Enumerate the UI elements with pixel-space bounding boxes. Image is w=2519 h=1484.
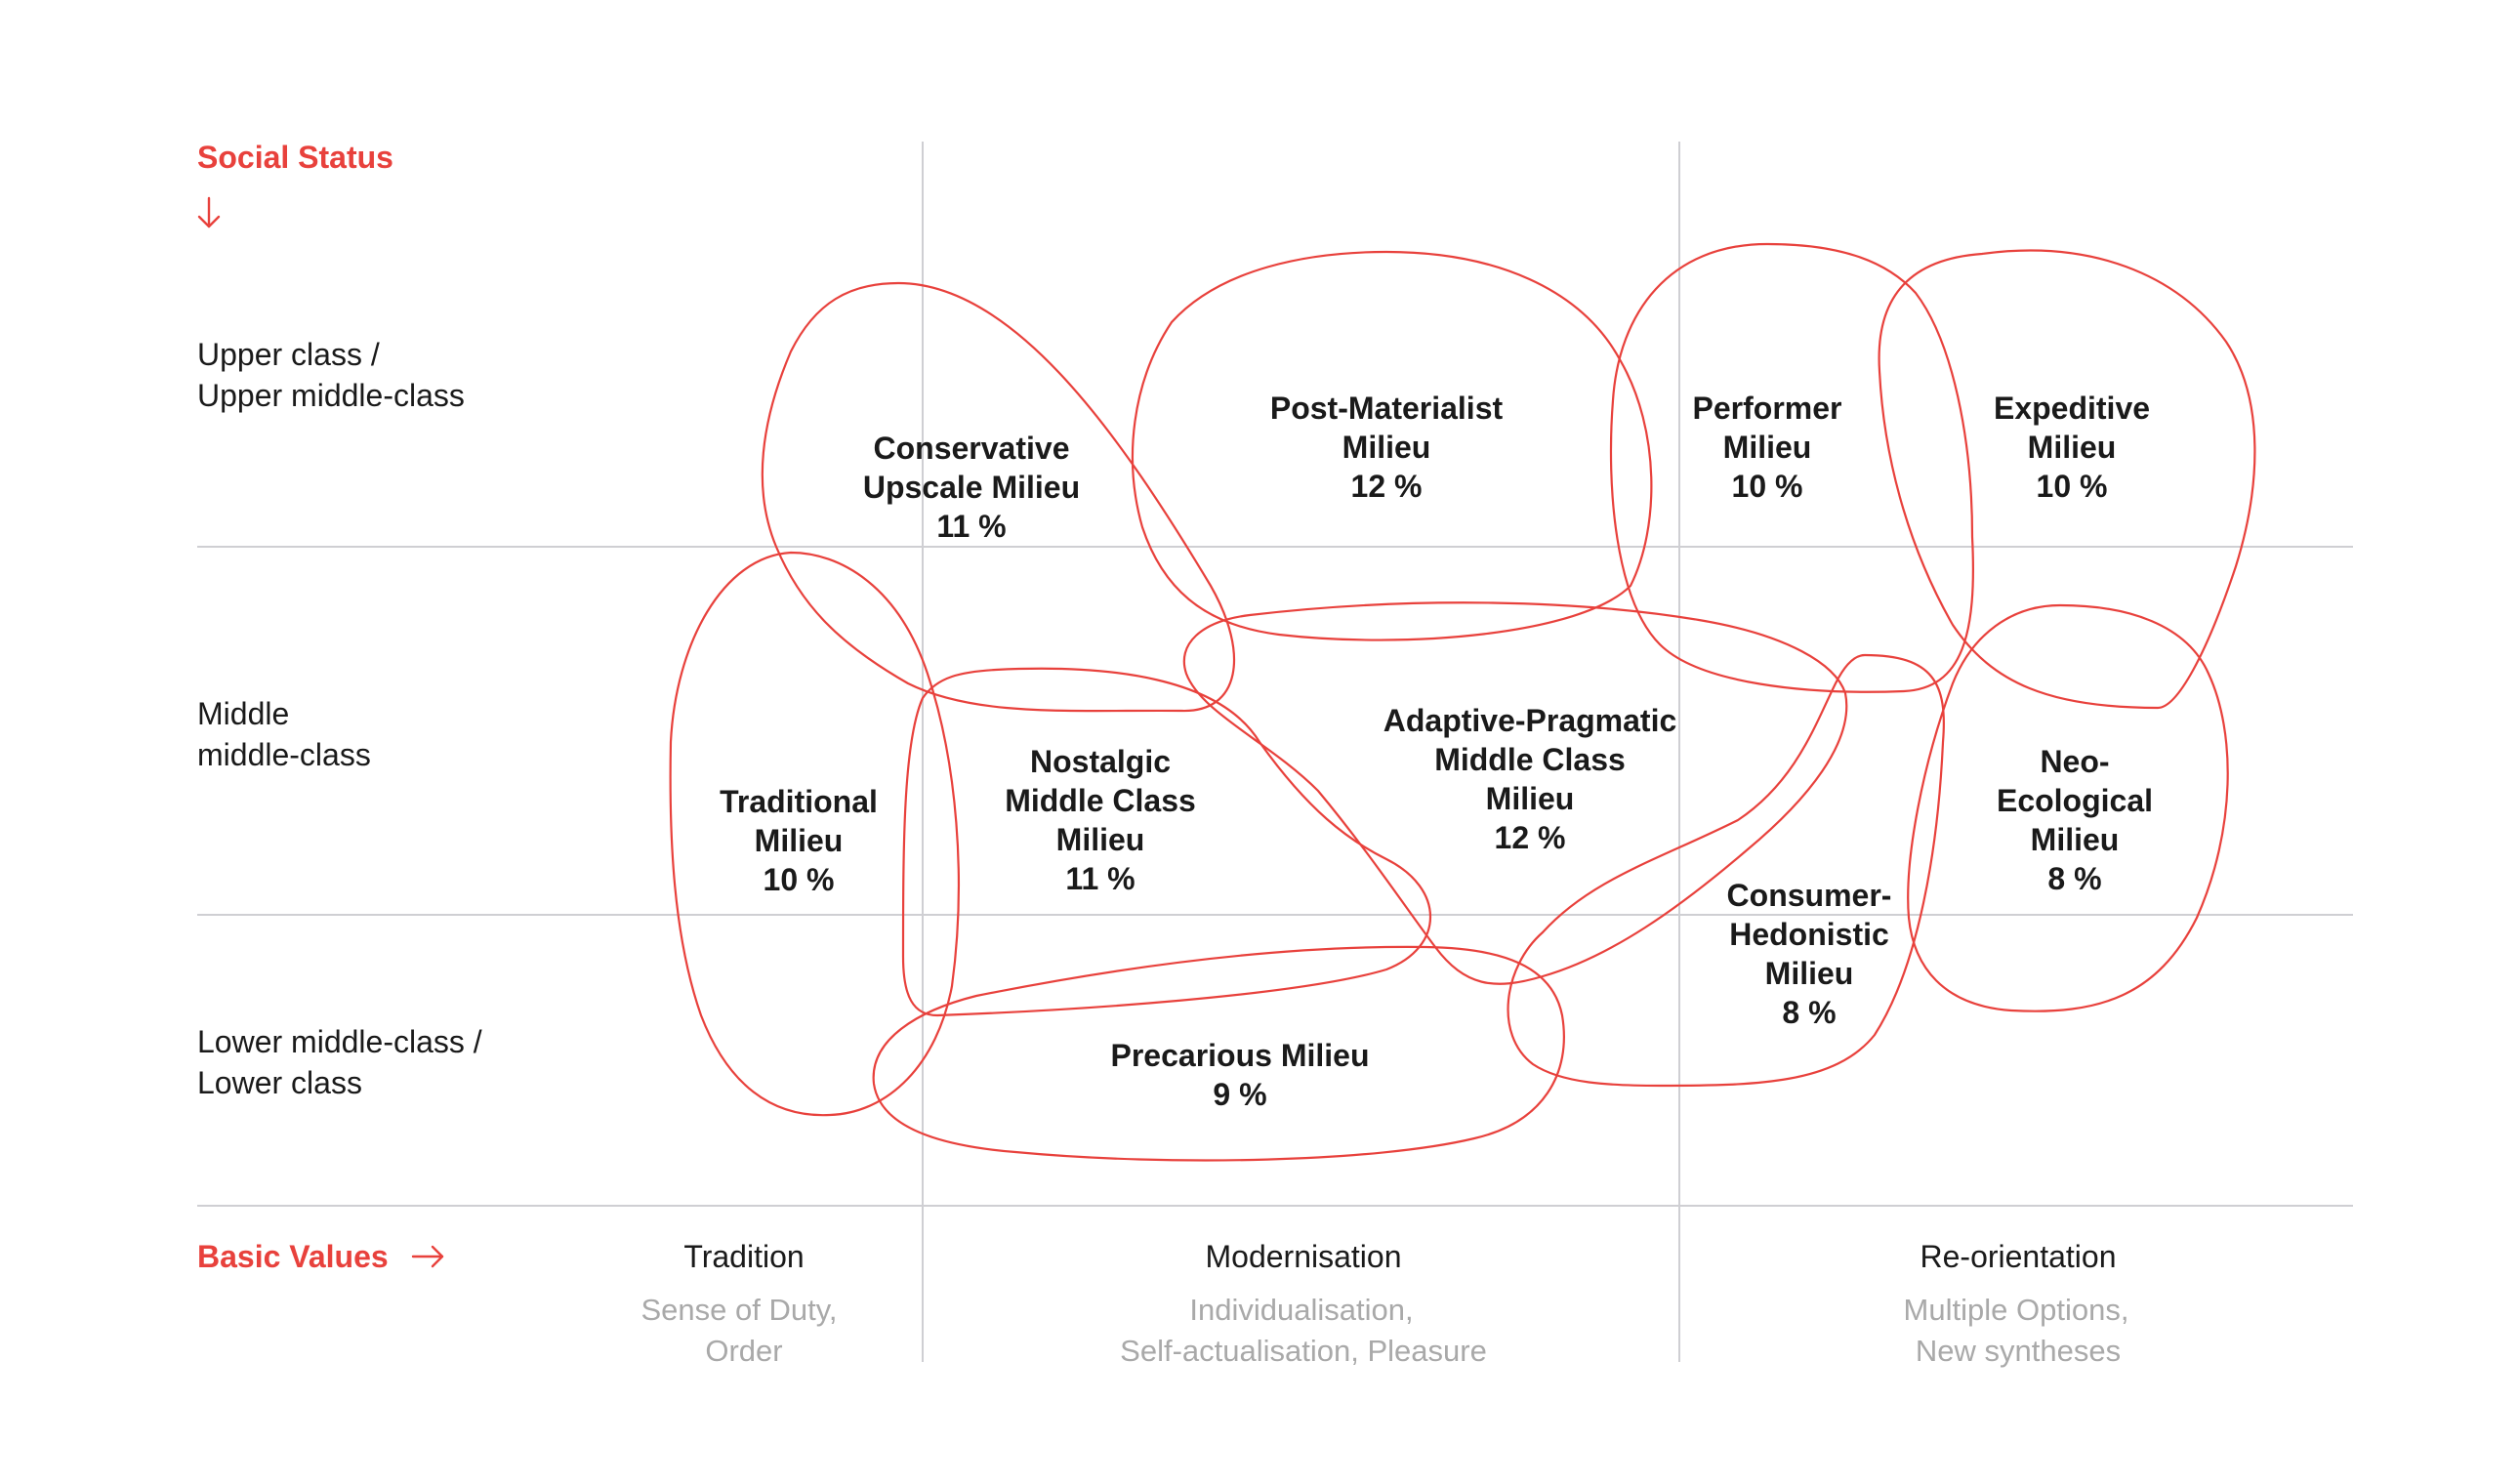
milieu-label-line: Traditional bbox=[720, 784, 878, 819]
column-subtitle: New syntheses bbox=[1916, 1334, 2121, 1368]
traditional-milieu-outline bbox=[669, 551, 960, 1117]
column-title: Tradition bbox=[683, 1239, 804, 1274]
milieu-label-neo-ecological: Neo- Ecological Milieu 8 % bbox=[1997, 744, 2153, 896]
column-subtitle: Multiple Options, bbox=[1904, 1293, 2129, 1327]
milieu-label-line: Precarious Milieu bbox=[1111, 1038, 1370, 1073]
milieu-share: 11 % bbox=[1065, 861, 1135, 896]
milieu-label-line: Milieu bbox=[1056, 822, 1145, 857]
milieu-label-line: Milieu bbox=[2028, 430, 2117, 465]
milieu-label-line: Performer bbox=[1693, 391, 1842, 426]
milieu-share: 10 % bbox=[2037, 469, 2108, 504]
column-subtitle: Individualisation, bbox=[1189, 1293, 1413, 1327]
milieu-label-line: Milieu bbox=[1486, 781, 1575, 816]
milieu-label-line: Expeditive bbox=[1994, 391, 2150, 426]
milieu-label-nostalgic: Nostalgic Middle Class Milieu 11 % bbox=[1005, 744, 1196, 896]
milieu-label-line: Neo- bbox=[2040, 744, 2109, 779]
column-title: Modernisation bbox=[1206, 1239, 1402, 1274]
milieu-label-line: Nostalgic bbox=[1030, 744, 1171, 779]
milieu-label-line: Milieu bbox=[1342, 430, 1431, 465]
milieu-outlines bbox=[669, 242, 2256, 1162]
arrow-down-icon bbox=[197, 196, 221, 228]
milieu-share: 9 % bbox=[1213, 1077, 1266, 1112]
milieu-label-line: Milieu bbox=[755, 823, 844, 858]
column-title: Re-orientation bbox=[1920, 1239, 2117, 1274]
column-subtitle: Sense of Duty, bbox=[640, 1293, 837, 1327]
milieu-label-performer: Performer Milieu 10 % bbox=[1693, 391, 1842, 504]
milieu-share: 11 % bbox=[936, 509, 1006, 544]
precarious-milieu-outline bbox=[872, 945, 1565, 1162]
row-label-line: middle-class bbox=[197, 737, 371, 772]
row-label-lower: Lower middle-class / Lower class bbox=[197, 1024, 482, 1100]
x-axis-title: Basic Values bbox=[197, 1239, 389, 1274]
column-label-tradition: Tradition Sense of Duty, Order bbox=[640, 1239, 837, 1368]
conservative-milieu-outline bbox=[761, 281, 1236, 713]
performer-milieu-outline bbox=[1609, 242, 1974, 693]
milieu-label-line: Milieu bbox=[1723, 430, 1812, 465]
milieu-label-line: Adaptive-Pragmatic bbox=[1383, 703, 1677, 738]
milieu-label-conservative: Conservative Upscale Milieu 11 % bbox=[863, 431, 1080, 544]
row-label-line: Middle bbox=[197, 696, 289, 731]
milieu-label-line: Conservative bbox=[874, 431, 1070, 466]
adaptive-pragmatic-milieu-outline bbox=[1182, 601, 1848, 985]
milieu-label-line: Milieu bbox=[1765, 956, 1854, 991]
y-axis-title: Social Status bbox=[197, 140, 393, 175]
row-label-line: Upper class / bbox=[197, 337, 380, 372]
row-label-line: Upper middle-class bbox=[197, 378, 465, 413]
milieu-label-line: Hedonistic bbox=[1729, 917, 1889, 952]
row-label-middle: Middle middle-class bbox=[197, 696, 371, 772]
consumer-hedonistic-milieu-outline bbox=[1507, 653, 1945, 1088]
row-label-line: Lower class bbox=[197, 1065, 362, 1100]
milieu-label-line: Consumer- bbox=[1727, 878, 1892, 913]
row-label-line: Lower middle-class / bbox=[197, 1024, 482, 1059]
milieu-share: 8 % bbox=[2047, 861, 2101, 896]
milieu-share: 10 % bbox=[1732, 469, 1803, 504]
milieu-label-precarious: Precarious Milieu 9 % bbox=[1111, 1038, 1370, 1112]
milieu-label-line: Post-Materialist bbox=[1270, 391, 1504, 426]
milieu-share: 8 % bbox=[1782, 995, 1836, 1030]
milieu-label-expeditive: Expeditive Milieu 10 % bbox=[1994, 391, 2150, 504]
milieu-label-line: Upscale Milieu bbox=[863, 470, 1080, 505]
milieu-share: 10 % bbox=[764, 862, 835, 897]
milieu-label-traditional: Traditional Milieu 10 % bbox=[720, 784, 878, 897]
column-label-reorientation: Re-orientation Multiple Options, New syn… bbox=[1904, 1239, 2129, 1368]
arrow-right-icon bbox=[411, 1245, 444, 1268]
expeditive-milieu-outline bbox=[1878, 249, 2256, 710]
grid bbox=[197, 142, 2353, 1362]
milieu-label-line: Middle Class bbox=[1005, 783, 1196, 818]
milieu-label-adaptive-pragmatic: Adaptive-Pragmatic Middle Class Milieu 1… bbox=[1383, 703, 1677, 855]
neo-ecological-milieu-outline bbox=[1907, 603, 2229, 1012]
milieu-share: 12 % bbox=[1495, 820, 1566, 855]
milieu-label-line: Middle Class bbox=[1434, 742, 1626, 777]
column-label-modernisation: Modernisation Individualisation, Self-ac… bbox=[1120, 1239, 1487, 1368]
column-subtitle: Self-actualisation, Pleasure bbox=[1120, 1334, 1487, 1368]
row-label-upper: Upper class / Upper middle-class bbox=[197, 337, 465, 413]
milieu-label-consumer-hedonistic: Consumer- Hedonistic Milieu 8 % bbox=[1727, 878, 1892, 1030]
milieu-label-line: Milieu bbox=[2031, 822, 2120, 857]
milieu-label-post-materialist: Post-Materialist Milieu 12 % bbox=[1270, 391, 1504, 504]
column-subtitle: Order bbox=[705, 1334, 782, 1368]
milieu-label-line: Ecological bbox=[1997, 783, 2153, 818]
milieu-share: 12 % bbox=[1351, 469, 1423, 504]
